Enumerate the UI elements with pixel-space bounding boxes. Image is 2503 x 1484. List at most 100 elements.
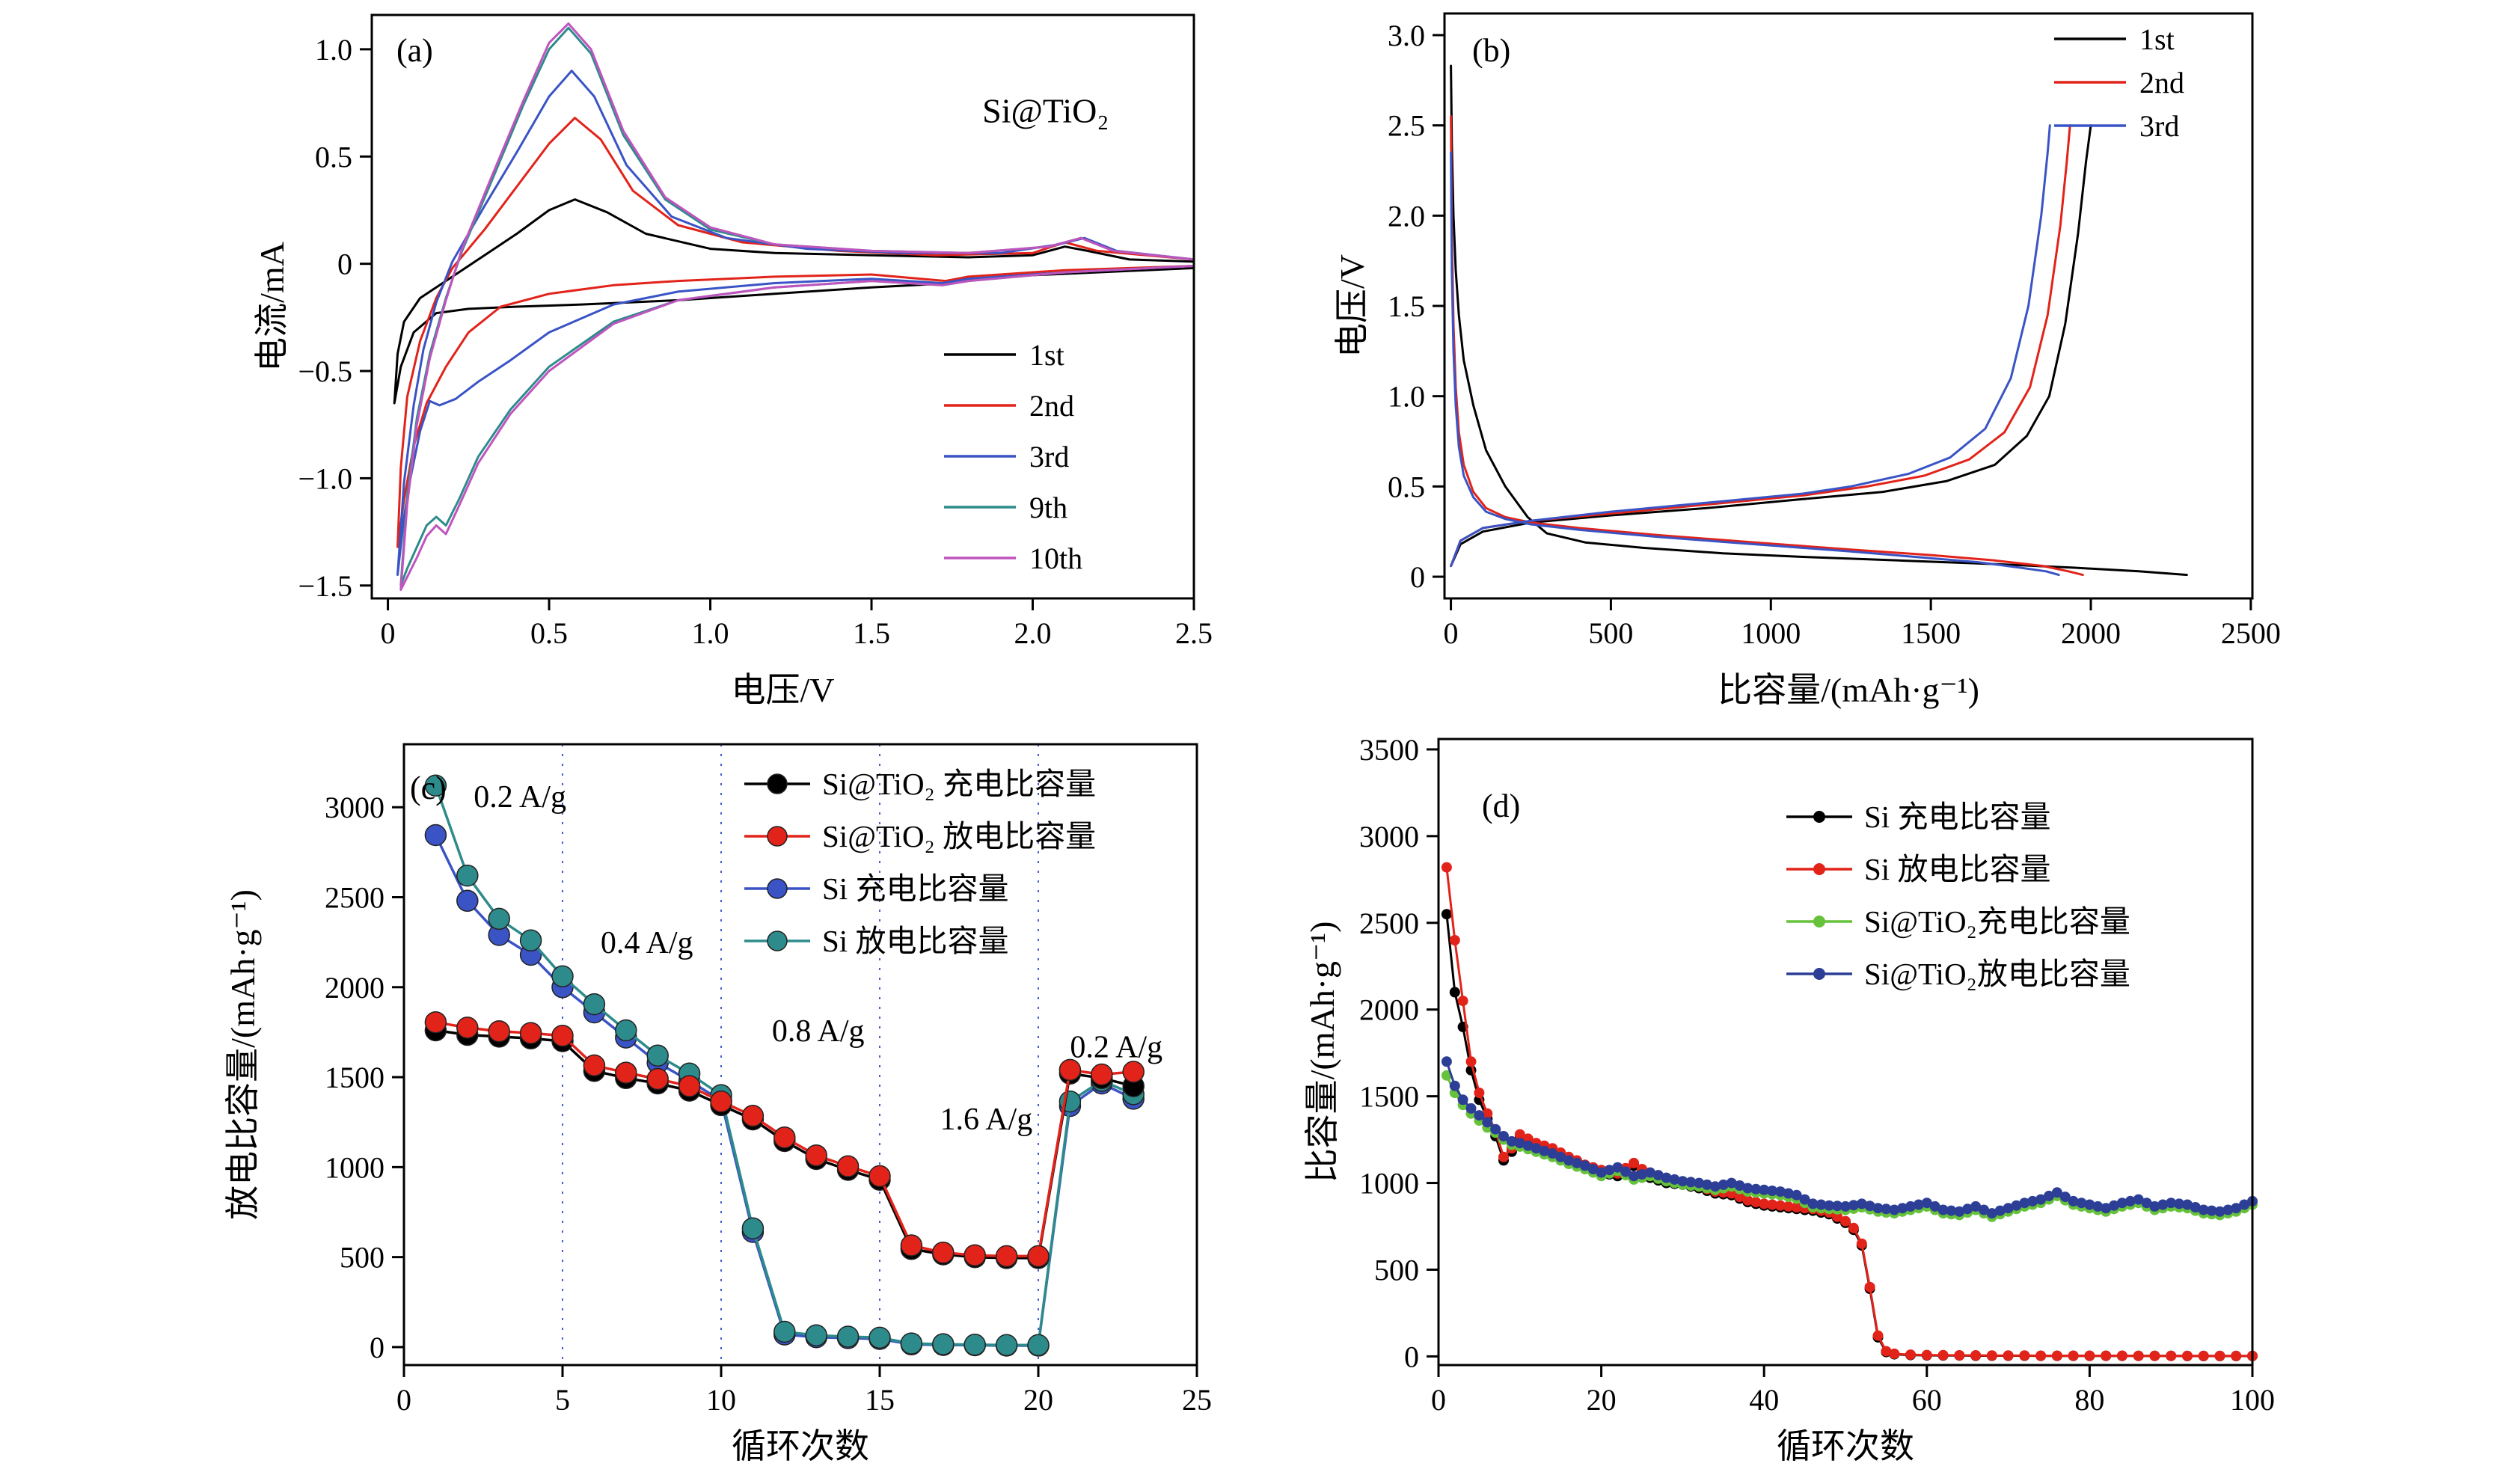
y-tick-label: 3000: [1359, 820, 1419, 853]
y-tick-label: 2.5: [1388, 109, 1425, 143]
x-tick-label: 80: [2074, 1383, 2104, 1417]
annotation: 0.4 A/g: [601, 926, 693, 960]
y-tick-label: 0: [1410, 560, 1425, 594]
plot-frame: [1437, 738, 2254, 1367]
y-tick-label: 0.5: [1388, 470, 1425, 503]
x-tick-label: 1000: [1741, 616, 1801, 650]
y-axis-title: 电压/V: [1333, 254, 1371, 358]
legend-label: 3rd: [2139, 109, 2179, 143]
x-tick-label: 2000: [2061, 616, 2121, 650]
series-a-1: [396, 117, 1195, 548]
y-tick-label: −1.0: [298, 462, 352, 495]
x-tick-label: 10: [706, 1383, 736, 1417]
y-tick-label: 1500: [1359, 1080, 1419, 1114]
series-b-5: [1450, 124, 2051, 568]
legend-label: 10th: [1029, 542, 1082, 575]
x-tick-label: 2.0: [1014, 616, 1052, 650]
x-tick-label: 5: [555, 1383, 570, 1417]
y-tick-label: 1500: [325, 1061, 385, 1094]
series-a-4: [399, 22, 1195, 591]
panel-tag: (d): [1482, 788, 1520, 824]
panel-c-svg: 0 5 10 15 20 25 循环次数 0 500 1000 1500 2000 2500 3000 放电…: [224, 743, 1212, 1465]
y-tick-label: 500: [340, 1241, 385, 1275]
series-c-0: [424, 824, 1145, 1357]
y-tick-label: 3000: [325, 791, 385, 824]
legend-label: Si 充电比容量: [822, 871, 1008, 906]
x-axis-title: 循环次数: [732, 1427, 869, 1465]
x-tick-label: 0: [1444, 616, 1459, 650]
series-c-1: [424, 774, 1145, 1357]
panel-a-svg: 0 0.5 1.0 1.5 2.0 2.5 电压/V −1.5 −1.0 −0.5 0 0.5 1.0 电…: [253, 13, 1213, 709]
legend-label: Si 充电比容量: [1864, 800, 2050, 834]
annotation: Si@TiO₂: [982, 91, 1109, 129]
panel-tag: (b): [1472, 32, 1510, 69]
x-tick-label: 1.0: [692, 616, 729, 650]
series-b-2: [1450, 115, 2084, 577]
y-tick-label: 3500: [1359, 733, 1419, 767]
y-tick-label: 500: [1374, 1253, 1419, 1287]
legend: Si 充电比容量 Si 放电比容量 Si@TiO₂充电比容量 Si@TiO₂放电比容量: [1786, 800, 2130, 991]
series-a-0: [393, 198, 1195, 405]
x-tick-label: 0: [1431, 1383, 1446, 1417]
plot-frame: [1443, 12, 2254, 600]
y-tick-label: 1000: [1359, 1167, 1419, 1201]
x-tick-label: 2500: [2221, 616, 2281, 650]
series-d-0: [1441, 909, 2258, 1361]
x-tick-label: 100: [2230, 1383, 2275, 1417]
legend-label: Si 放电比容量: [822, 924, 1008, 958]
panel-b-svg: 0 500 1000 1500 2000 2500 比容量/(mAh·g⁻¹) 0 0.5 1.0…: [1333, 12, 2281, 709]
x-tick-label: 40: [1749, 1383, 1779, 1417]
y-tick-label: 3.0: [1388, 19, 1425, 52]
series-d-3: [1441, 1056, 2258, 1219]
y-tick-label: 1.0: [1388, 380, 1425, 414]
x-tick-label: 500: [1588, 616, 1633, 650]
x-axis-title: 比容量/(mAh·g⁻¹): [1718, 671, 1979, 709]
annotation: 0.2 A/g: [474, 780, 566, 815]
y-tick-label: 2.0: [1388, 199, 1425, 233]
x-tick-label: 0: [396, 1383, 411, 1417]
series-d-1: [1441, 862, 2258, 1361]
legend: 1st 2nd 3rd: [2054, 22, 2184, 143]
x-tick-label: 20: [1587, 1383, 1617, 1417]
x-axis-title: 电压/V: [732, 671, 835, 709]
series-b-4: [1450, 151, 2060, 577]
legend: Si@TiO₂ 充电比容量 Si@TiO₂ 放电比容量 Si 充电比容量 Si 放电比…: [744, 767, 1096, 958]
x-tick-label: 1.5: [853, 616, 890, 650]
y-tick-label: 2500: [1359, 907, 1419, 940]
x-tick-label: 0.5: [530, 616, 568, 650]
x-tick-label: 0: [381, 616, 396, 650]
legend: 1st 2nd 3rd 9th 10th: [944, 338, 1082, 575]
legend-label: Si@TiO₂放电比容量: [1864, 957, 2130, 991]
y-axis-title: 放电比容量/(mAh·g⁻¹): [224, 889, 262, 1220]
legend-label: Si@TiO₂ 放电比容量: [822, 819, 1096, 853]
y-tick-label: 1.5: [1388, 289, 1425, 323]
plot-frame: [402, 743, 1198, 1367]
legend-label: 1st: [2139, 22, 2175, 56]
y-tick-label: 0: [370, 1331, 385, 1364]
y-tick-label: 0.5: [315, 140, 352, 174]
legend-label: 9th: [1029, 491, 1067, 524]
x-axis: 0 5 10 15 20 25 循环次数: [396, 1365, 1212, 1465]
series-b-3: [1450, 124, 2071, 568]
y-axis: 0 500 1000 1500 2000 2500 3000 放电比容量/(mAh·g⁻¹): [224, 791, 404, 1364]
y-tick-label: 1000: [325, 1150, 385, 1184]
legend-label: 2nd: [2139, 66, 2184, 99]
y-axis-title: 比容量/(mAh·g⁻¹): [1303, 922, 1341, 1183]
series-a-2: [396, 70, 1195, 576]
y-tick-label: −0.5: [298, 355, 352, 388]
series-c-3: [424, 1011, 1145, 1268]
y-axis-title: 电流/mA: [253, 242, 291, 372]
y-tick-label: −1.5: [298, 569, 352, 603]
x-axis: 0 0.5 1.0 1.5 2.0 2.5 电压/V: [381, 598, 1213, 709]
legend-label: Si@TiO₂ 充电比容量: [822, 767, 1096, 801]
x-axis: 0 20 40 60 80 100 循环次数: [1431, 1365, 2275, 1465]
panel-tag: (c): [410, 770, 447, 806]
x-tick-label: 25: [1182, 1383, 1212, 1417]
y-axis: 0 500 1000 1500 2000 2500 3000 3500 比容量/(mAh·g⁻¹…: [1303, 733, 1439, 1373]
y-tick-label: 2000: [325, 971, 385, 1005]
y-tick-label: 2000: [1359, 993, 1419, 1027]
legend-label: Si@TiO₂充电比容量: [1864, 904, 2130, 939]
annotation: 0.8 A/g: [772, 1014, 865, 1049]
x-tick-label: 60: [1912, 1383, 1942, 1417]
x-axis: 0 500 1000 1500 2000 2500 比容量/(mAh·g⁻¹): [1444, 598, 2281, 709]
